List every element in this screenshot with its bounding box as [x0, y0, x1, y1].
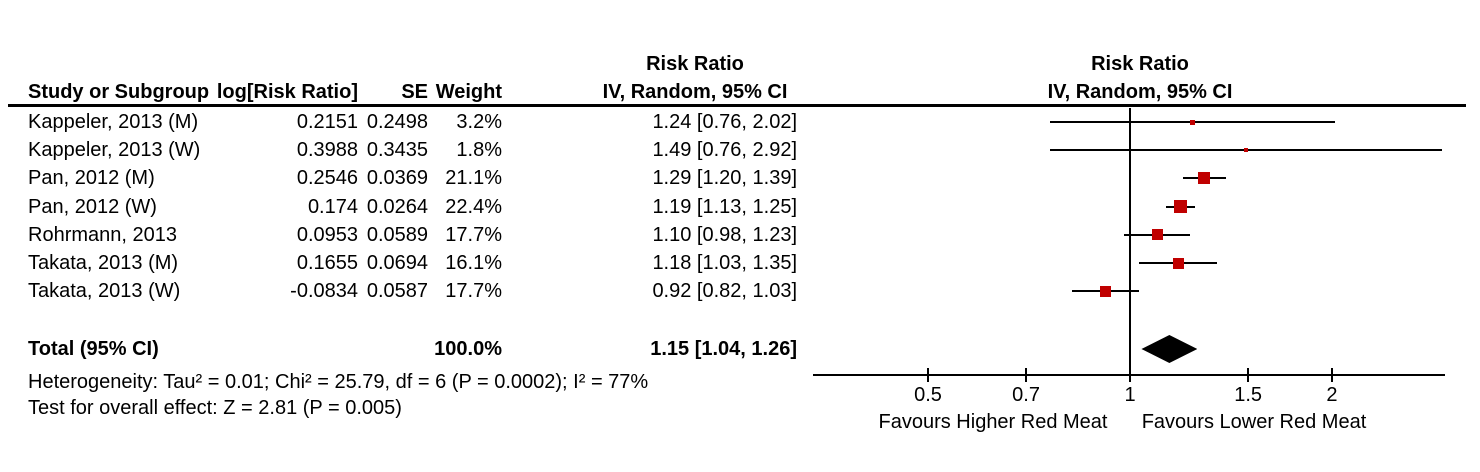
- effect-marker: [1100, 285, 1112, 297]
- ci-text: 1.10 [0.98, 1.23]: [652, 223, 797, 246]
- ci-text: 0.92 [0.82, 1.03]: [652, 280, 797, 303]
- effect-marker: [1152, 229, 1164, 241]
- axis-tick: [1025, 368, 1028, 382]
- axis-label-favours-right: Favours Lower Red Meat: [1141, 411, 1367, 433]
- se-value: 0.0369: [366, 167, 428, 190]
- se-value: 0.3435: [366, 139, 428, 162]
- axis-tick-label: 1.5: [1234, 384, 1263, 406]
- study-label: Takata, 2013 (W): [28, 280, 181, 303]
- axis-tick-label: 1: [1124, 384, 1136, 406]
- heterogeneity-note: Heterogeneity: Tau² = 0.01; Chi² = 25.79…: [28, 371, 649, 393]
- axis-tick-label: 0.7: [1012, 384, 1040, 406]
- study-label: Takata, 2013 (M): [28, 252, 179, 274]
- axis-tick-label: 0.5: [914, 384, 942, 406]
- axis-tick: [1247, 368, 1250, 382]
- weight-value: 17.7%: [445, 280, 502, 303]
- column-header-ci-right: IV, Random, 95% CI: [1047, 81, 1233, 103]
- se-value: 0.0587: [366, 280, 428, 303]
- null-effect-line: [1129, 108, 1131, 374]
- effect-marker: [1174, 200, 1188, 214]
- study-label: Rohrmann, 2013: [28, 223, 177, 246]
- axis-label-favours-left: Favours Higher Red Meat: [878, 411, 1108, 433]
- effect-marker: [1244, 148, 1249, 153]
- ci-text: 1.19 [1.13, 1.25]: [652, 195, 797, 218]
- se-value: 0.0264: [366, 195, 428, 218]
- overall-effect-note: Test for overall effect: Z = 2.81 (P = 0…: [28, 397, 402, 419]
- log-risk-ratio-value: 0.2546: [296, 167, 358, 190]
- se-value: 0.0589: [366, 223, 428, 246]
- column-header-ci-left: IV, Random, 95% CI: [602, 81, 788, 103]
- study-label: Kappeler, 2013 (M): [28, 111, 199, 133]
- column-header-log-risk-ratio: log[Risk Ratio]: [216, 81, 358, 103]
- weight-value: 22.4%: [445, 195, 502, 218]
- axis-tick: [927, 368, 929, 382]
- study-label: Pan, 2012 (M): [28, 167, 155, 190]
- total-diamond: [1141, 335, 1198, 363]
- log-risk-ratio-value: 0.0953: [296, 223, 358, 246]
- axis-tick: [1330, 368, 1333, 382]
- study-label: Kappeler, 2013 (W): [28, 139, 201, 162]
- ci-text: 1.29 [1.20, 1.39]: [652, 167, 797, 190]
- risk-ratio-header-right: Risk Ratio: [1091, 53, 1189, 75]
- header-separator-line: [8, 104, 1466, 107]
- ci-text: 1.49 [0.76, 2.92]: [652, 139, 797, 162]
- effect-marker: [1198, 172, 1211, 185]
- log-risk-ratio-value: 0.2151: [296, 111, 358, 133]
- study-label: Pan, 2012 (W): [28, 195, 157, 218]
- ci-text: 1.18 [1.03, 1.35]: [652, 252, 797, 274]
- log-risk-ratio-value: 0.174: [307, 195, 358, 218]
- weight-value: 3.2%: [456, 111, 502, 133]
- effect-marker: [1172, 257, 1184, 269]
- column-header-se: SE: [401, 81, 428, 103]
- total-label: Total (95% CI): [28, 338, 159, 360]
- weight-value: 16.1%: [445, 252, 502, 274]
- log-risk-ratio-value: -0.0834: [290, 280, 358, 303]
- log-risk-ratio-value: 0.1655: [296, 252, 358, 274]
- axis-tick-label: 2: [1326, 384, 1338, 406]
- column-header-study: Study or Subgroup: [28, 81, 210, 103]
- effect-marker: [1190, 119, 1196, 125]
- total-ci-text: 1.15 [1.04, 1.26]: [650, 338, 797, 360]
- ci-text: 1.24 [0.76, 2.02]: [652, 111, 797, 133]
- weight-value: 1.8%: [456, 139, 502, 162]
- se-value: 0.2498: [366, 111, 428, 133]
- total-weight: 100.0%: [434, 338, 502, 360]
- weight-value: 17.7%: [445, 223, 502, 246]
- weight-value: 21.1%: [445, 167, 502, 190]
- risk-ratio-header-left: Risk Ratio: [646, 53, 744, 75]
- se-value: 0.0694: [366, 252, 428, 274]
- log-risk-ratio-value: 0.3988: [296, 139, 358, 162]
- column-header-weight: Weight: [435, 81, 502, 103]
- axis-tick: [1129, 368, 1131, 382]
